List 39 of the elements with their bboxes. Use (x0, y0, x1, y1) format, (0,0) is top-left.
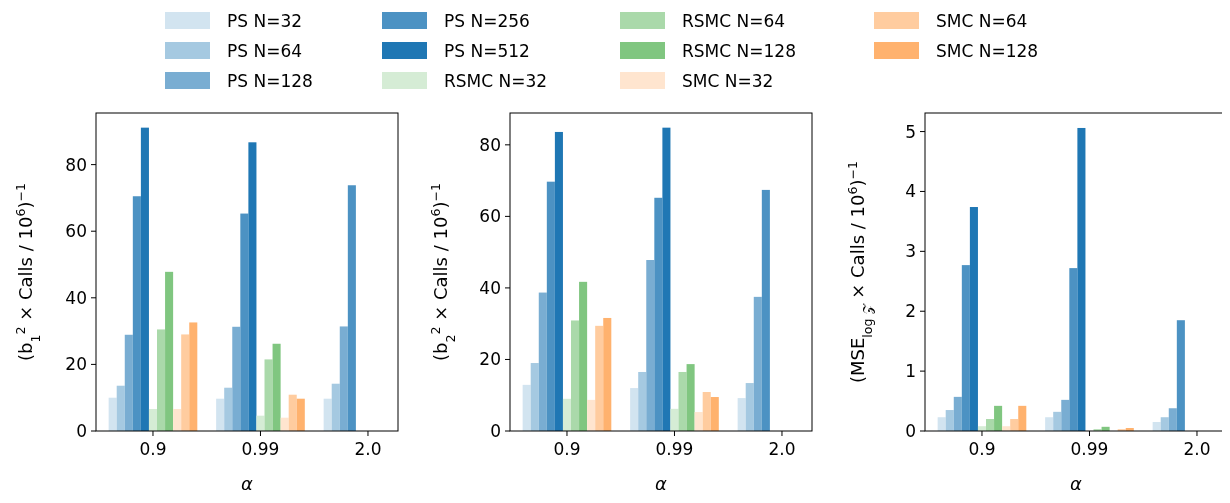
y-tick-label: 5 (905, 121, 916, 142)
x-tick-label: 0.99 (655, 439, 694, 459)
y-tick-label: 80 (479, 134, 501, 155)
x-tick-label: 2.0 (768, 439, 796, 459)
legend-label: PS N=512 (444, 40, 530, 61)
x-tick-label: 0.99 (1070, 439, 1109, 459)
y-tick-label: 0 (76, 420, 87, 441)
y-tick-label: 20 (479, 349, 501, 370)
y-tick-label: 0 (490, 420, 501, 441)
legend-label: SMC N=64 (936, 10, 1028, 31)
y-tick-label: 4 (905, 181, 916, 202)
y-tick-label: 40 (65, 287, 87, 308)
x-tick-label: 0.9 (553, 439, 581, 459)
x-axis-title: α (1070, 473, 1083, 494)
x-tick-label: 0.9 (139, 439, 167, 459)
x-tick-label: 2.0 (354, 439, 382, 459)
y-tick-label: 2 (905, 301, 916, 322)
legend-label: SMC N=128 (936, 40, 1039, 61)
legend-label: RSMC N=128 (682, 40, 796, 61)
legend-label: SMC N=32 (682, 70, 774, 91)
legend-label: PS N=128 (227, 70, 313, 91)
y-tick-label: 20 (65, 354, 87, 375)
x-axis-title: α (655, 473, 668, 494)
y-tick-label: 60 (479, 206, 501, 227)
legend-label: PS N=32 (227, 10, 303, 31)
y-tick-label: 60 (65, 221, 87, 242)
y-tick-label: 40 (479, 277, 501, 298)
legend-label: RSMC N=64 (682, 10, 786, 31)
legend-label: PS N=64 (227, 40, 303, 61)
y-tick-label: 3 (905, 241, 916, 262)
y-tick-label: 0 (905, 420, 916, 441)
y-tick-label: 1 (905, 361, 916, 382)
x-tick-label: 2.0 (1183, 439, 1211, 459)
legend-label: RSMC N=32 (444, 70, 548, 91)
x-tick-label: 0.9 (968, 439, 996, 459)
x-tick-label: 0.99 (241, 439, 280, 459)
x-axis-title: α (241, 473, 254, 494)
legend-label: PS N=256 (444, 10, 530, 31)
y-tick-label: 80 (65, 154, 87, 175)
